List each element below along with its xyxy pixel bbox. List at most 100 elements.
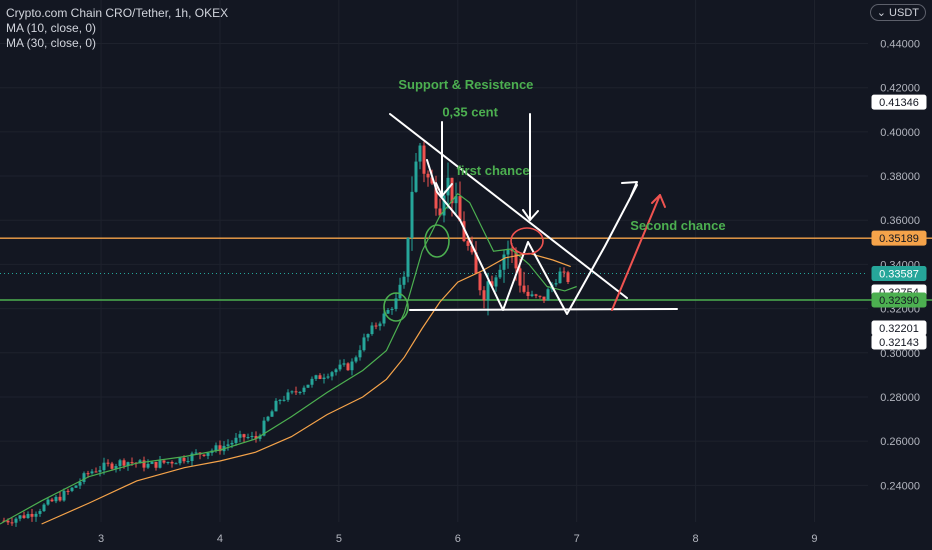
- price-label-box: [871, 266, 927, 282]
- candle-body: [70, 487, 74, 491]
- candle-body: [386, 310, 390, 314]
- y-tick-label: 0.28000: [880, 392, 920, 404]
- candle-body: [106, 462, 110, 464]
- descending-trendline: [389, 113, 628, 299]
- candle-body: [414, 161, 418, 192]
- candle-body: [534, 294, 538, 296]
- candle-body: [58, 496, 62, 501]
- candle-body: [14, 518, 18, 523]
- candle-body: [166, 461, 170, 463]
- candle-body: [182, 457, 186, 462]
- candle-body: [202, 454, 206, 456]
- candle-body: [566, 272, 570, 282]
- candle-body: [26, 513, 30, 518]
- candle-body: [546, 289, 550, 301]
- candle-body: [362, 337, 366, 351]
- annotation-2: first chance: [457, 163, 530, 178]
- candle-body: [438, 208, 442, 216]
- candle-body: [514, 251, 518, 269]
- candle-body: [330, 372, 334, 377]
- candle-body: [530, 294, 534, 297]
- ma30-line: [41, 252, 571, 525]
- y-tick-label: 0.24000: [880, 480, 920, 492]
- candle-body: [18, 515, 22, 519]
- candle-body: [454, 196, 458, 204]
- candle-body: [146, 463, 150, 468]
- candle-body: [310, 378, 314, 385]
- price-label-box: [871, 292, 927, 308]
- x-tick-label: 4: [217, 533, 223, 545]
- candle-body: [170, 461, 174, 464]
- y-tick-label: 0.38000: [880, 171, 920, 183]
- y-tick-label: 0.36000: [880, 215, 920, 227]
- candle-body: [450, 177, 454, 204]
- price-label-text: 0.33587: [879, 269, 919, 281]
- candle-body: [22, 515, 26, 518]
- green-circle-top: [424, 224, 450, 258]
- candle-body: [254, 436, 258, 439]
- ma10-legend: MA (10, close, 0): [6, 21, 97, 35]
- candle-body: [114, 466, 118, 469]
- candle-body: [294, 391, 298, 393]
- price-label-text: 0.32390: [879, 295, 919, 307]
- candle-body: [258, 435, 262, 439]
- candle-body: [246, 437, 250, 439]
- price-label-text: 0.32143: [879, 337, 919, 349]
- candle-body: [542, 296, 546, 301]
- symbol-title: Crypto.com Chain CRO/Tether, 1h, OKEX: [6, 6, 229, 20]
- currency-button[interactable]: ⌄ USDT: [869, 4, 926, 21]
- candle-body: [82, 473, 86, 482]
- candle-body: [298, 391, 302, 393]
- candle-body: [154, 461, 158, 468]
- candle-body: [50, 499, 54, 502]
- candle-body: [378, 323, 382, 327]
- price-label-box: [871, 334, 927, 350]
- candle-body: [538, 295, 542, 297]
- candle-body: [554, 283, 558, 285]
- price-label-box: [871, 94, 927, 110]
- y-tick-label: 0.26000: [880, 436, 920, 448]
- candle-body: [46, 499, 50, 505]
- candle-body: [466, 241, 470, 246]
- candle-body: [486, 281, 490, 301]
- x-tick-label: 3: [98, 533, 104, 545]
- horizontal-support-drawing: [409, 308, 678, 311]
- price-label-text: 0.35189: [879, 233, 919, 245]
- candle-body: [446, 177, 450, 196]
- y-tick-label: 0.30000: [880, 348, 920, 360]
- candle-body: [54, 496, 58, 502]
- candle-body: [342, 363, 346, 365]
- candle-body: [518, 268, 522, 286]
- candle-body: [398, 284, 402, 299]
- candle-body: [354, 357, 358, 362]
- down-arrow-right-head: [522, 209, 539, 221]
- candle-body: [178, 457, 182, 464]
- candle-body: [406, 237, 410, 277]
- pattern-zigzag: [426, 159, 638, 315]
- currency-caret-icon: ⌄: [876, 7, 886, 19]
- candle-body: [402, 276, 406, 285]
- x-tick-label: 6: [455, 533, 461, 545]
- candle-body: [266, 416, 270, 421]
- candle-body: [458, 196, 462, 222]
- candle-body: [318, 375, 322, 380]
- candle-body: [290, 391, 294, 393]
- candle-body: [130, 462, 134, 464]
- candle-body: [126, 462, 130, 466]
- candle-body: [10, 522, 14, 524]
- candle-body: [274, 400, 278, 412]
- candle-body: [562, 271, 566, 273]
- candle-body: [142, 460, 146, 468]
- candle-body: [394, 298, 398, 309]
- annotation-3: Second chance: [630, 218, 725, 233]
- candle-body: [522, 285, 526, 292]
- candle-body: [242, 434, 246, 438]
- annotation-1: 0,35 cent: [442, 104, 498, 119]
- candle-body: [502, 254, 506, 270]
- candle-body: [326, 376, 330, 378]
- candle-body: [186, 461, 190, 463]
- candle-body: [94, 471, 98, 473]
- candle-body: [78, 481, 82, 486]
- candle-body: [282, 399, 286, 401]
